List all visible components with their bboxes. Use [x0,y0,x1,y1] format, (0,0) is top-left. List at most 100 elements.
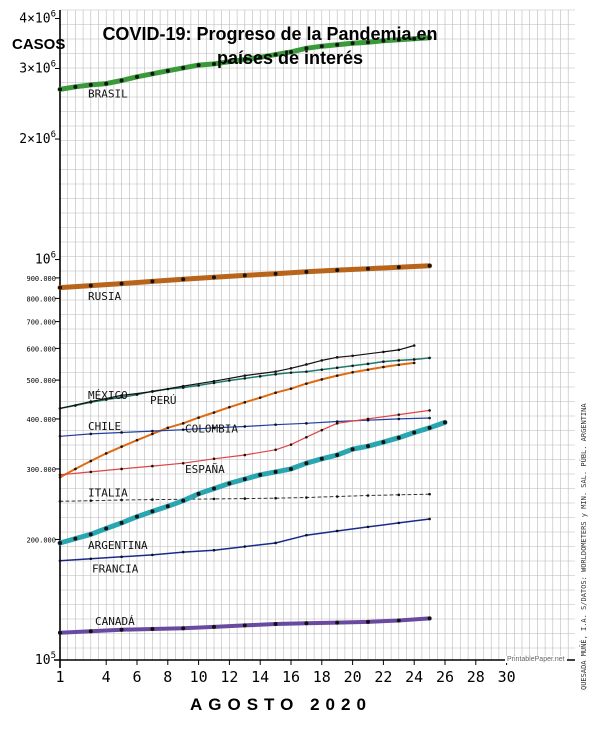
data-point [274,372,277,376]
data-point [366,494,370,497]
data-point [196,63,201,68]
data-point [135,514,139,519]
x-tick-label: 28 [467,668,485,686]
data-point [305,422,308,425]
data-point [88,82,93,87]
data-point [382,365,385,369]
data-point [366,444,370,449]
y-tick-label: 800.000 [26,295,56,303]
data-point [274,423,277,426]
data-point [320,378,324,381]
data-point [396,265,401,270]
data-point [197,384,200,387]
data-point [196,491,201,496]
series-label: CHILE [88,420,121,433]
data-point [428,356,431,360]
data-point [151,553,154,557]
data-point [212,624,216,629]
data-point [335,356,339,359]
data-point [258,375,262,378]
data-point [412,344,416,347]
data-point [335,42,340,47]
data-point [243,401,247,404]
x-tick-label: 8 [163,668,172,686]
data-point [273,52,278,57]
data-point [382,360,385,363]
data-point [212,61,216,66]
data-point [166,426,170,430]
data-point [427,425,432,430]
data-point [212,275,216,280]
data-point [88,629,93,634]
data-point [335,495,339,498]
data-point [304,269,309,274]
data-point [305,435,308,439]
data-point [443,420,447,425]
data-point [228,405,231,409]
data-point [335,620,340,625]
data-point [212,497,216,501]
data-point [165,504,170,509]
data-point [120,395,123,399]
data-point [151,464,154,468]
data-point [120,467,123,471]
data-point [89,470,93,474]
data-point [58,475,62,479]
data-point [320,359,324,362]
data-point [305,496,308,499]
data-point [366,417,370,421]
data-point [135,438,139,442]
data-point [120,394,123,397]
series-lines [57,35,448,635]
data-point [151,429,154,433]
data-point [274,448,277,452]
x-tick-label: 18 [313,668,331,686]
y-tick-label: 900.000 [26,275,56,283]
data-point [120,555,123,559]
data-point [74,467,77,471]
data-point [305,382,308,385]
data-point [335,422,339,425]
data-point [274,496,277,500]
data-point [320,368,324,371]
x-tick-label: 22 [374,668,392,686]
data-point [150,509,155,514]
data-point [305,363,308,366]
x-tick-labels: 1 4 6 8 10 12 14 16 18 20 22 24 26 28 30 [55,660,516,686]
data-point [366,368,370,371]
data-point [351,364,354,368]
data-point [304,46,309,51]
x-tick-label: 26 [436,668,454,686]
data-point [273,621,278,626]
data-point [350,41,355,46]
data-point [274,370,277,373]
data-point [428,517,431,521]
data-point [227,59,232,64]
x-axis-label: AGOSTO 2020 [190,695,372,714]
data-point [212,379,216,383]
data-point [88,532,93,537]
data-point [320,428,324,432]
data-point [181,277,186,282]
x-tick-label: 14 [251,668,269,686]
data-point [58,540,62,545]
data-point [305,533,308,537]
data-point [227,481,232,486]
data-point [396,37,401,42]
data-point [351,354,354,358]
data-point [88,283,93,288]
y-tick-label: 106 [35,251,56,268]
series-line [59,361,416,479]
y-tick-label: 300.000 [26,466,56,474]
y-tick-label: 2×106 [19,130,56,147]
data-point [289,367,293,370]
series-line [57,419,448,546]
data-point [151,390,154,393]
data-point [428,492,431,496]
data-point [151,432,154,436]
x-tick-label: 20 [344,668,362,686]
data-point [381,440,386,445]
data-point [119,627,124,632]
x-tick-label: 10 [190,668,208,686]
data-point [397,363,401,367]
